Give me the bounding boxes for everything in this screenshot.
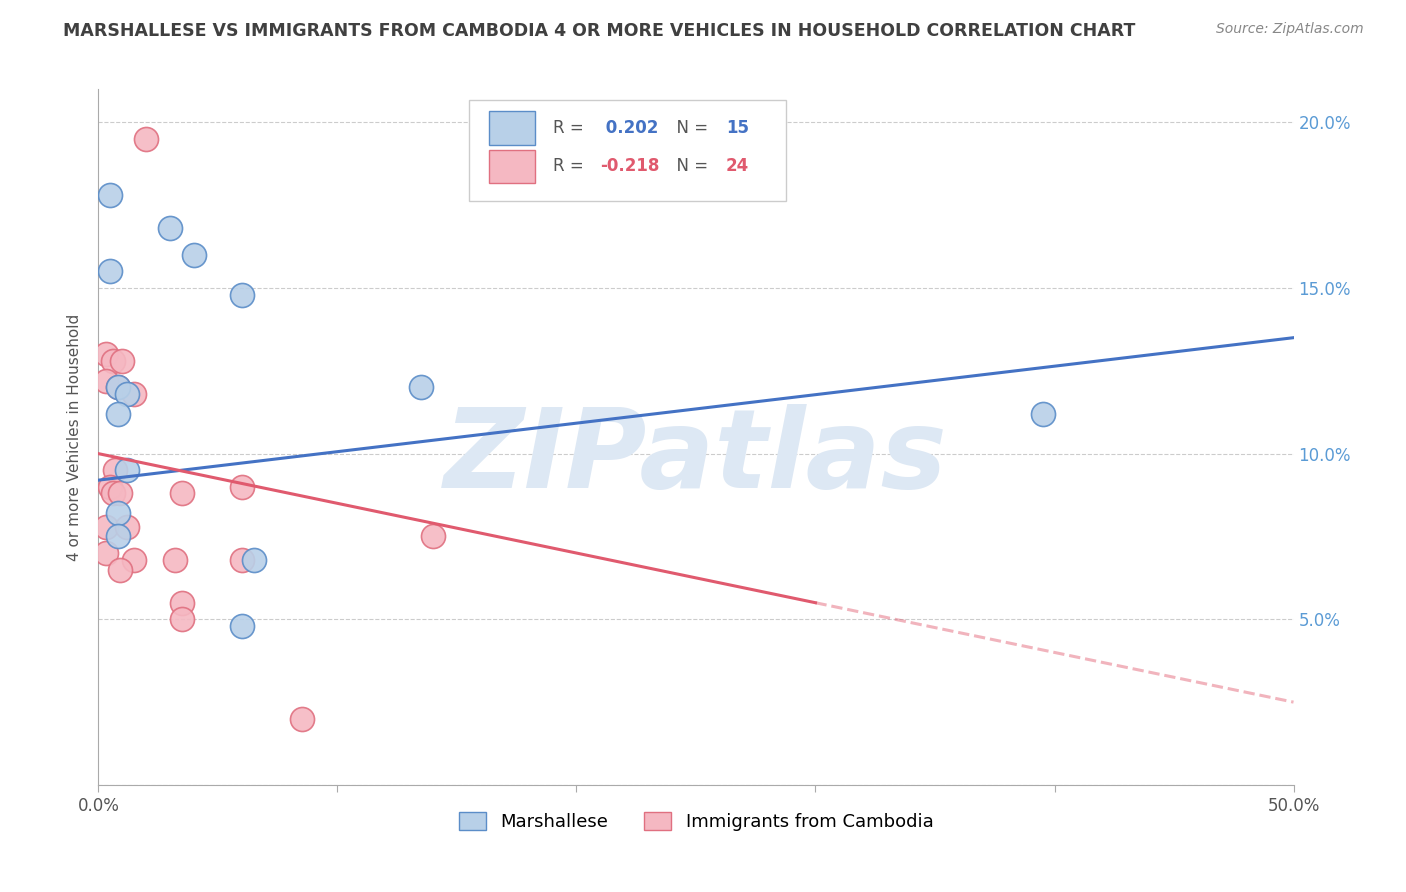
Point xyxy=(172,612,194,626)
Point xyxy=(115,387,138,401)
Point xyxy=(107,529,129,543)
Point xyxy=(231,552,253,566)
Point xyxy=(124,552,146,566)
Point xyxy=(108,563,131,577)
Point xyxy=(411,380,433,394)
Text: 0.202: 0.202 xyxy=(600,120,659,137)
Point xyxy=(94,546,117,560)
Point xyxy=(107,380,129,394)
Point xyxy=(231,480,253,494)
Point xyxy=(111,354,134,368)
FancyBboxPatch shape xyxy=(489,150,534,183)
Point xyxy=(94,347,117,361)
Point xyxy=(115,519,138,533)
Text: Source: ZipAtlas.com: Source: ZipAtlas.com xyxy=(1216,22,1364,37)
Point xyxy=(172,596,194,610)
Text: -0.218: -0.218 xyxy=(600,157,659,176)
Point xyxy=(107,407,129,421)
Point xyxy=(163,552,186,566)
Text: 24: 24 xyxy=(725,157,749,176)
Point xyxy=(231,287,253,301)
Text: N =: N = xyxy=(666,120,713,137)
FancyBboxPatch shape xyxy=(489,112,534,145)
Text: ZIPatlas: ZIPatlas xyxy=(444,404,948,511)
Point xyxy=(101,486,124,500)
Point xyxy=(422,529,444,543)
Point xyxy=(172,486,194,500)
Point xyxy=(231,619,253,633)
Point xyxy=(115,463,138,477)
Text: 15: 15 xyxy=(725,120,749,137)
Point xyxy=(159,221,181,235)
Point xyxy=(291,712,314,726)
Point xyxy=(94,519,117,533)
Point xyxy=(108,486,131,500)
Point xyxy=(94,374,117,388)
Point xyxy=(124,387,146,401)
Point xyxy=(107,380,129,394)
FancyBboxPatch shape xyxy=(470,100,786,201)
Point xyxy=(107,506,129,520)
Point xyxy=(98,188,122,202)
Point xyxy=(183,248,205,262)
Point xyxy=(98,264,122,278)
Legend: Marshallese, Immigrants from Cambodia: Marshallese, Immigrants from Cambodia xyxy=(451,805,941,838)
Point xyxy=(104,463,127,477)
Point xyxy=(243,552,266,566)
Text: N =: N = xyxy=(666,157,713,176)
Point xyxy=(135,132,157,146)
Point xyxy=(101,354,124,368)
Text: MARSHALLESE VS IMMIGRANTS FROM CAMBODIA 4 OR MORE VEHICLES IN HOUSEHOLD CORRELAT: MARSHALLESE VS IMMIGRANTS FROM CAMBODIA … xyxy=(63,22,1136,40)
Point xyxy=(98,480,122,494)
Point xyxy=(1032,407,1054,421)
Y-axis label: 4 or more Vehicles in Household: 4 or more Vehicles in Household xyxy=(67,313,83,561)
Text: R =: R = xyxy=(553,157,589,176)
Text: R =: R = xyxy=(553,120,589,137)
